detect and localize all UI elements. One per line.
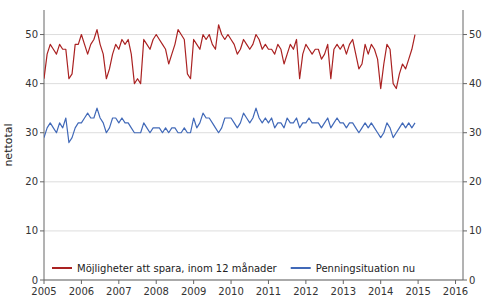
x-tick-label: 2005: [31, 286, 56, 297]
grid-line: [44, 280, 463, 281]
x-tick: [305, 280, 306, 284]
y2-tick-label: 30: [469, 127, 482, 138]
legend-swatch: [52, 267, 72, 269]
y-tick: [40, 83, 44, 84]
y-tick-label: 10: [25, 225, 38, 236]
x-tick-label: 2010: [218, 286, 243, 297]
y-tick-label: 0: [32, 275, 38, 286]
y2-tick: [463, 83, 467, 84]
x-tick: [418, 280, 419, 284]
series-line: [44, 25, 415, 89]
x-tick-label: 2007: [106, 286, 131, 297]
grid-line: [44, 83, 463, 84]
x-tick: [193, 280, 194, 284]
series-line: [44, 108, 415, 142]
y2-tick: [463, 230, 467, 231]
x-tick: [380, 280, 381, 284]
grid-line: [44, 181, 463, 182]
x-tick-label: 2013: [331, 286, 356, 297]
y2-tick-label: 50: [469, 29, 482, 40]
y-tick: [40, 132, 44, 133]
x-tick: [231, 280, 232, 284]
y-tick-label: 50: [25, 29, 38, 40]
x-tick-label: 2015: [405, 286, 430, 297]
x-axis: [44, 280, 463, 281]
x-tick: [156, 280, 157, 284]
y-axis-label: nettotal: [2, 123, 15, 166]
y2-axis: [463, 10, 464, 280]
x-tick: [81, 280, 82, 284]
x-tick-label: 2012: [293, 286, 318, 297]
grid-line: [44, 230, 463, 231]
y-axis: [44, 10, 45, 280]
y-tick-label: 20: [25, 176, 38, 187]
x-tick: [268, 280, 269, 284]
y2-tick-label: 10: [469, 225, 482, 236]
y-tick: [40, 230, 44, 231]
legend: Möjligheter att spara, inom 12 månader Pe…: [52, 262, 415, 274]
y-tick: [40, 34, 44, 35]
x-tick-label: 2014: [368, 286, 393, 297]
x-tick: [44, 280, 45, 284]
lines: [44, 25, 415, 143]
y2-tick: [463, 132, 467, 133]
y2-tick: [463, 34, 467, 35]
x-tick: [455, 280, 456, 284]
y2-tick: [463, 181, 467, 182]
y2-tick-label: 20: [469, 176, 482, 187]
legend-label: Penningsituation nu: [316, 263, 415, 274]
legend-label: Möjligheter att spara, inom 12 månader: [77, 262, 278, 274]
legend-swatch: [291, 267, 311, 269]
x-tick-label: 2011: [256, 286, 281, 297]
x-tick: [343, 280, 344, 284]
y-tick-label: 30: [25, 127, 38, 138]
x-tick-label: 2009: [181, 286, 206, 297]
x-tick-label: 2006: [69, 286, 94, 297]
x-tick: [118, 280, 119, 284]
y2-tick: [463, 280, 467, 281]
y2-tick-label: 40: [469, 78, 482, 89]
grid-line: [44, 34, 463, 35]
y-tick-label: 40: [25, 78, 38, 89]
y-tick: [40, 181, 44, 182]
y2-tick-label: 0: [469, 275, 475, 286]
chart: 0 10 20 30 40 50 0 10 20 30 40 50 2005 2006 2007 2008 20…: [0, 0, 491, 302]
x-tick-label: 2016: [443, 286, 468, 297]
x-tick-label: 2008: [144, 286, 169, 297]
y-tick: [40, 280, 44, 281]
